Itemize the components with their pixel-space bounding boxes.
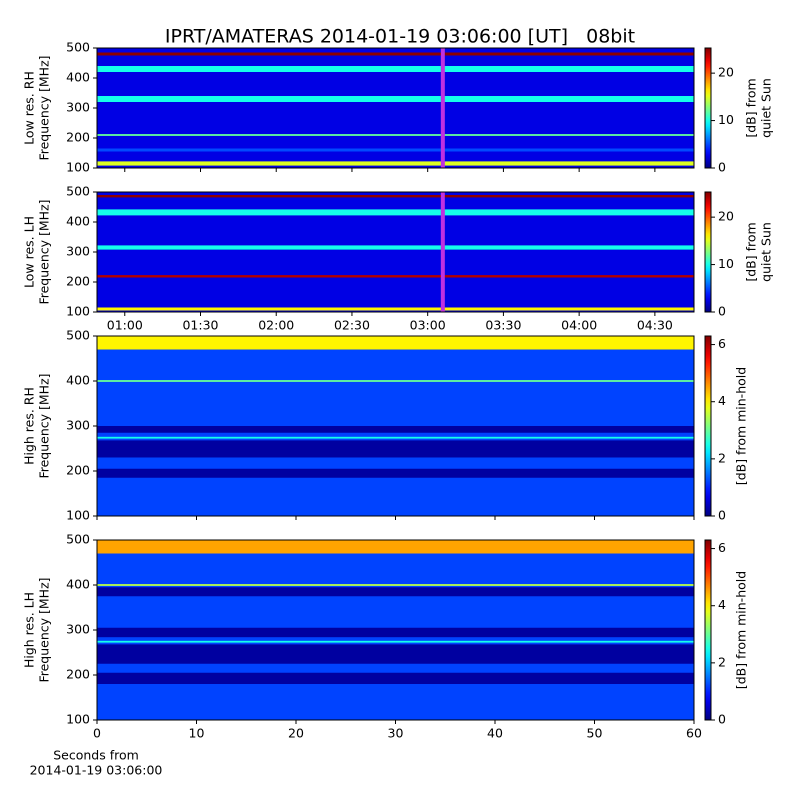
y-tick-label: 300: [66, 244, 90, 259]
y-tick-label: 100: [66, 712, 90, 727]
heatmap-band: [97, 96, 694, 102]
heatmap-band: [97, 148, 694, 152]
x-tick-label: 04:00: [561, 318, 597, 333]
colorbar-tick-label: 0: [718, 160, 726, 175]
y-tick-label: 300: [66, 418, 90, 433]
heatmap-band: [97, 644, 694, 664]
colorbar: [704, 191, 712, 313]
y-tick-label: 200: [66, 130, 90, 145]
heatmap-band: [97, 587, 694, 597]
y-tick-label: 200: [66, 667, 90, 682]
chart-title: IPRT/AMATERAS 2014-01-19 03:06:00 [UT] 0…: [165, 26, 635, 48]
y-axis-label: Frequency [MHz]: [37, 55, 52, 160]
y-tick-label: 100: [66, 508, 90, 523]
y-axis-label: Frequency [MHz]: [37, 577, 52, 682]
y-tick-label: 200: [66, 463, 90, 478]
colorbar-label: quiet Sun: [759, 222, 774, 282]
y-tick-label: 500: [66, 328, 90, 343]
y-tick-label: 400: [66, 70, 90, 85]
colorbar-tick-label: 0: [718, 304, 726, 319]
x-tick-label: 02:30: [334, 318, 370, 333]
x-tick-label: 20: [288, 726, 304, 741]
y-tick-label: 500: [66, 184, 90, 199]
colorbar: [704, 539, 712, 721]
colorbar-tick-label: 10: [718, 256, 734, 271]
heatmap-band: [97, 209, 694, 216]
y-tick-label: 100: [66, 304, 90, 319]
heatmap-band: [97, 52, 694, 56]
colorbar-tick-label: 2: [718, 654, 726, 669]
heatmap-band: [97, 627, 694, 638]
y-tick-label: 500: [66, 532, 90, 547]
heatmap-band: [97, 307, 694, 311]
heatmap-band: [97, 275, 694, 278]
heatmap-band: [97, 336, 694, 350]
colorbar: [704, 47, 712, 169]
x-tick-label: 01:00: [107, 318, 143, 333]
x-tick-label: 10: [189, 726, 205, 741]
colorbar-tick-label: 2: [718, 450, 726, 465]
y-tick-label: 200: [66, 274, 90, 289]
x-tick-label: 50: [587, 726, 603, 741]
heatmap-band: [97, 672, 694, 684]
x-axis-label: 2014-01-19 03:06:00: [30, 763, 163, 778]
y-tick-label: 100: [66, 160, 90, 175]
heatmap-band: [97, 134, 694, 136]
y-axis-label: Frequency [MHz]: [37, 199, 52, 304]
x-tick-label: 30: [388, 726, 404, 741]
colorbar-tick-label: 10: [718, 112, 734, 127]
y-tick-label: 400: [66, 577, 90, 592]
colorbar-label: [dB] from: [744, 222, 759, 281]
colorbar-tick-label: 0: [718, 508, 726, 523]
y-tick-label: 400: [66, 373, 90, 388]
colorbar-label: quiet Sun: [759, 78, 774, 138]
heatmap-band: [97, 640, 694, 643]
x-tick-label: 0: [93, 726, 101, 741]
heatmap-band: [97, 380, 694, 382]
x-tick-label: 60: [686, 726, 702, 741]
colorbar-label: [dB] from min-hold: [734, 571, 749, 689]
x-tick-label: 02:00: [258, 318, 294, 333]
colorbar-label: [dB] from min-hold: [734, 367, 749, 485]
colorbar-label: [dB] from: [744, 78, 759, 137]
colorbar-tick-label: 4: [718, 597, 726, 612]
x-tick-label: 04:30: [637, 318, 673, 333]
y-tick-label: 400: [66, 214, 90, 229]
time-marker: [440, 48, 445, 168]
y-tick-label: 500: [66, 40, 90, 55]
colorbar-tick-label: 20: [718, 209, 734, 224]
x-tick-label: 03:30: [485, 318, 521, 333]
y-axis-label: High res. LH: [22, 592, 37, 668]
heatmap-band: [97, 245, 694, 250]
heatmap-band: [97, 161, 694, 166]
colorbar-tick-label: 4: [718, 393, 726, 408]
y-axis-label: Low res. LH: [22, 216, 37, 288]
heatmap-band: [97, 540, 694, 554]
y-axis-label: Frequency [MHz]: [37, 373, 52, 478]
colorbar-tick-label: 0: [718, 712, 726, 727]
x-tick-label: 40: [487, 726, 503, 741]
y-axis-label: High res. RH: [22, 387, 37, 465]
colorbar-tick-label: 20: [718, 65, 734, 80]
heatmap-band: [97, 468, 694, 478]
y-tick-label: 300: [66, 100, 90, 115]
heatmap-band: [97, 195, 694, 198]
colorbar: [704, 335, 712, 517]
x-tick-label: 01:30: [182, 318, 218, 333]
heatmap-band: [97, 440, 694, 458]
colorbar-tick-label: 6: [718, 336, 726, 351]
heatmap-band: [97, 584, 694, 586]
heatmap-band: [97, 426, 694, 433]
y-axis-label: Low res. RH: [22, 71, 37, 145]
time-marker: [440, 192, 445, 312]
x-axis-label: Seconds from: [53, 748, 139, 763]
heatmap-band: [97, 436, 694, 439]
x-tick-label: 03:00: [410, 318, 446, 333]
y-tick-label: 300: [66, 622, 90, 637]
colorbar-tick-label: 6: [718, 540, 726, 555]
heatmap-band: [97, 66, 694, 72]
